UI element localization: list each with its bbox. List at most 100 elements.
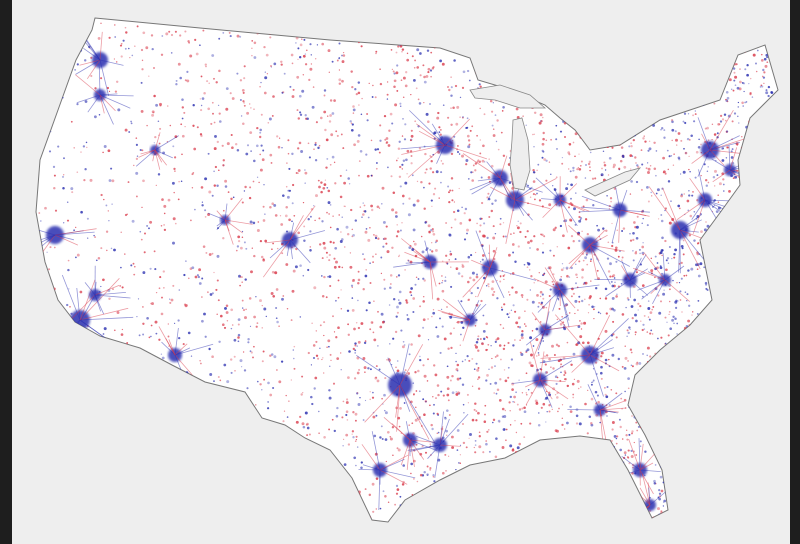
vote-dot — [748, 398, 750, 400]
vote-dot — [257, 18, 260, 19]
vote-dot — [641, 29, 644, 32]
vote-dot — [701, 402, 705, 406]
vote-dot — [298, 141, 302, 145]
vote-dot — [545, 421, 547, 423]
vote-dot — [443, 337, 447, 341]
vote-dot — [604, 169, 607, 171]
vote-dot — [180, 488, 184, 492]
vote-dot — [148, 75, 150, 77]
vote-dot — [556, 396, 559, 399]
vote-dot — [725, 486, 728, 489]
vote-dot — [173, 156, 177, 159]
vote-dot — [743, 158, 746, 161]
vote-dot — [556, 476, 559, 478]
vote-dot — [624, 390, 626, 393]
vote-dot — [238, 462, 241, 465]
vote-dot — [714, 419, 718, 422]
vote-dot — [521, 79, 524, 83]
vote-dot — [391, 246, 394, 250]
vote-dot — [409, 139, 412, 142]
vote-dot — [735, 272, 738, 275]
vote-dot — [727, 444, 730, 447]
vote-dot — [215, 288, 218, 291]
vote-dot — [458, 472, 460, 475]
vote-dot — [672, 42, 674, 45]
vote-dot — [69, 305, 71, 308]
vote-dot — [377, 237, 380, 240]
vote-dot — [379, 436, 382, 439]
vote-dot — [708, 245, 712, 249]
vote-dot — [722, 147, 724, 150]
vote-dot — [581, 230, 583, 232]
vote-dot — [265, 493, 269, 497]
vote-dot — [731, 254, 734, 258]
vote-dot — [419, 355, 421, 358]
vote-dot — [39, 220, 42, 222]
vote-dot — [402, 96, 405, 98]
vote-dot — [339, 195, 343, 199]
vote-dot — [353, 492, 356, 494]
vote-dot — [577, 325, 581, 328]
vote-dot — [628, 105, 631, 108]
vote-dot — [683, 353, 687, 356]
vote-dot — [464, 499, 466, 501]
vote-dot — [638, 31, 641, 33]
vote-dot — [646, 95, 649, 98]
vote-dot — [776, 114, 778, 118]
vote-dot — [494, 114, 497, 116]
vote-dot — [540, 301, 544, 305]
vote-dot — [632, 466, 634, 469]
vote-dot — [577, 167, 580, 169]
vote-dot — [666, 321, 668, 323]
vote-dot — [746, 251, 749, 253]
vote-dot — [705, 322, 708, 325]
vote-dot — [577, 309, 579, 311]
vote-dot — [537, 424, 541, 427]
vote-dot — [403, 344, 406, 346]
vote-dot — [371, 208, 374, 212]
vote-dot — [244, 508, 246, 511]
vote-dot — [483, 521, 487, 522]
vote-dot — [525, 372, 528, 375]
vote-dot — [502, 154, 506, 158]
vote-dot — [206, 463, 210, 467]
vote-dot — [578, 523, 581, 526]
vote-dot — [715, 58, 719, 61]
vote-dot — [668, 300, 671, 303]
vote-dot — [705, 283, 708, 286]
vote-dot — [177, 411, 179, 414]
vote-dot — [398, 301, 402, 305]
vote-dot — [317, 519, 320, 521]
vote-dot — [120, 231, 122, 233]
vote-dot — [431, 484, 434, 487]
vote-dot — [616, 435, 619, 438]
vote-dot — [722, 311, 725, 314]
vote-dot — [688, 343, 692, 346]
vote-dot — [520, 477, 522, 479]
vote-dot — [111, 467, 114, 470]
vote-dot — [761, 18, 765, 20]
vote-dot — [627, 112, 630, 116]
vote-dot — [184, 14, 186, 16]
vote-dot — [572, 393, 575, 396]
vote-dot — [436, 116, 440, 120]
vote-dot — [669, 79, 672, 81]
vote-dot — [690, 332, 694, 336]
vote-dot — [281, 91, 284, 94]
vote-dot — [114, 36, 117, 38]
vote-dot — [223, 15, 226, 18]
vote-dot — [422, 39, 425, 41]
vote-dot — [492, 236, 496, 240]
vote-dot — [453, 201, 456, 203]
vote-dot — [246, 387, 249, 390]
vote-dot — [396, 89, 399, 92]
vote-dot — [734, 75, 738, 79]
vote-dot — [355, 322, 358, 324]
vote-dot — [395, 492, 399, 495]
vote-dot — [734, 31, 737, 35]
vote-dot — [431, 205, 433, 207]
vote-dot — [342, 54, 346, 57]
vote-dot — [340, 510, 343, 513]
vote-dot — [320, 190, 323, 194]
vote-dot — [745, 15, 747, 17]
